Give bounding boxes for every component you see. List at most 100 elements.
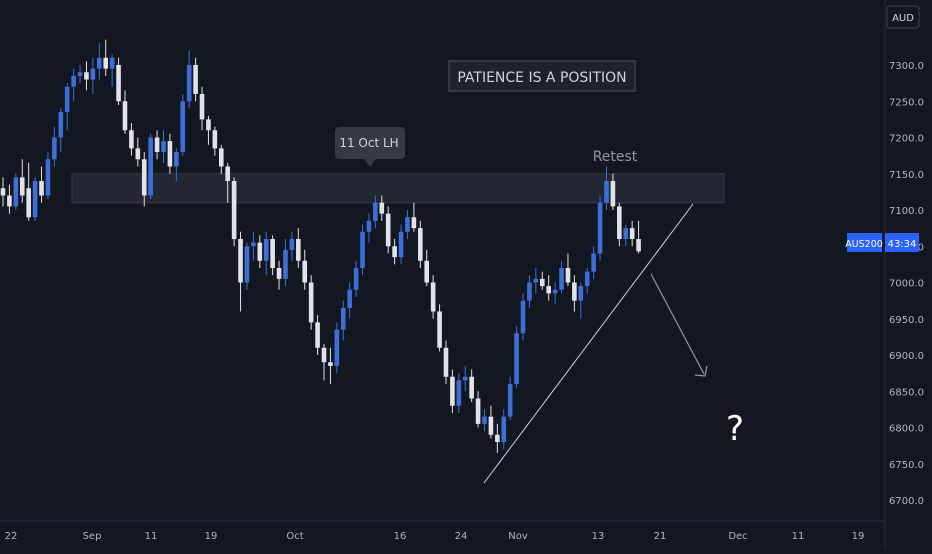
candle bbox=[623, 224, 629, 247]
x-tick-label: 19 bbox=[852, 531, 865, 542]
x-tick-label: 22 bbox=[5, 531, 18, 542]
candle-body bbox=[610, 181, 616, 207]
candle bbox=[167, 133, 173, 174]
candle-body bbox=[482, 416, 487, 424]
currency-button[interactable]: AUD bbox=[886, 5, 920, 29]
y-tick-label: 6700.0 bbox=[889, 496, 924, 507]
y-tick-label: 6800.0 bbox=[889, 424, 924, 435]
candle bbox=[199, 86, 205, 131]
candle bbox=[58, 108, 64, 152]
candle bbox=[507, 376, 513, 421]
projection-arrow-line[interactable] bbox=[650, 273, 705, 375]
candle bbox=[572, 275, 577, 312]
x-tick-label: Oct bbox=[286, 531, 303, 542]
candle-body bbox=[32, 181, 38, 218]
candle bbox=[212, 126, 218, 156]
candle-body bbox=[398, 231, 404, 258]
candle-body bbox=[84, 72, 89, 80]
candle-body bbox=[629, 228, 635, 239]
candle-body bbox=[559, 268, 564, 290]
candle bbox=[52, 126, 57, 167]
candle-body bbox=[527, 282, 532, 301]
candle-body bbox=[71, 75, 76, 87]
candle-body bbox=[174, 152, 179, 167]
candle-body bbox=[636, 239, 641, 252]
candle bbox=[405, 210, 410, 239]
candle bbox=[501, 409, 507, 450]
candle-body bbox=[263, 239, 269, 261]
candle-body bbox=[308, 282, 314, 323]
candle bbox=[238, 231, 243, 312]
candle bbox=[270, 235, 275, 276]
candle bbox=[26, 162, 31, 221]
candle-body bbox=[283, 249, 288, 279]
resistance-zone[interactable] bbox=[71, 173, 725, 204]
candle-body bbox=[135, 148, 141, 160]
candle-body bbox=[462, 376, 468, 381]
patience-box[interactable]: PATIENCE IS A POSITION bbox=[448, 60, 636, 92]
candle-body bbox=[154, 137, 160, 152]
candle-body bbox=[212, 130, 218, 149]
candle-body bbox=[276, 268, 282, 279]
candle-body bbox=[366, 220, 372, 232]
candle bbox=[45, 152, 51, 200]
candle-body bbox=[296, 239, 301, 261]
candle-body bbox=[507, 384, 513, 417]
candle bbox=[328, 347, 333, 384]
x-tick-label: 13 bbox=[592, 531, 605, 542]
x-tick-label: 24 bbox=[455, 531, 468, 542]
candle-body bbox=[206, 119, 211, 131]
candle-body bbox=[199, 94, 205, 120]
symbol-label: AUS200 bbox=[845, 239, 883, 250]
candle bbox=[546, 275, 551, 301]
candle bbox=[398, 224, 404, 265]
candle-body bbox=[437, 311, 442, 348]
price-axis[interactable]: 7300.07250.07200.07150.07100.07050.07000… bbox=[884, 0, 924, 550]
candle-body bbox=[360, 231, 365, 268]
candle bbox=[71, 68, 76, 102]
x-tick-label: 16 bbox=[394, 531, 407, 542]
candle bbox=[13, 173, 19, 210]
candle bbox=[218, 144, 224, 174]
candle bbox=[161, 130, 166, 163]
candle bbox=[385, 206, 391, 254]
candle-body bbox=[97, 57, 102, 69]
candle-body bbox=[161, 141, 166, 152]
candle bbox=[482, 409, 487, 432]
candle-body bbox=[424, 260, 430, 283]
candle bbox=[418, 220, 423, 268]
symbol-price-label[interactable]: AUS200 43:34 bbox=[845, 233, 919, 252]
candle-body bbox=[218, 148, 224, 167]
x-tick-label: 21 bbox=[654, 531, 667, 542]
candle-body bbox=[129, 130, 134, 149]
y-tick-label: 7200.0 bbox=[889, 134, 924, 145]
y-tick-label: 7300.0 bbox=[889, 61, 924, 72]
candle-body bbox=[456, 380, 462, 406]
x-tick-label: Dec bbox=[728, 531, 747, 542]
candle bbox=[527, 275, 532, 308]
candle-body bbox=[302, 260, 308, 283]
x-tick-label: 11 bbox=[792, 531, 805, 542]
lh-callout[interactable]: 11 Oct LH bbox=[335, 127, 405, 167]
candle bbox=[77, 65, 83, 84]
candle-body bbox=[533, 278, 539, 283]
rising-trendline[interactable] bbox=[483, 203, 694, 484]
candle bbox=[148, 133, 153, 200]
candle bbox=[610, 173, 616, 210]
candle-body bbox=[238, 239, 243, 283]
candle-body bbox=[520, 300, 526, 334]
candle bbox=[109, 54, 115, 87]
candle-body bbox=[193, 65, 198, 94]
y-tick-label: 7100.0 bbox=[889, 206, 924, 217]
candle bbox=[129, 123, 134, 156]
candle-body bbox=[186, 65, 192, 102]
candle bbox=[135, 137, 141, 167]
y-tick-label: 7000.0 bbox=[889, 279, 924, 290]
candles-layer bbox=[0, 39, 641, 453]
time-axis[interactable]: 22 Sep 11 19 Oct 16 24 Nov 13 21 Dec 11 19 bbox=[0, 520, 885, 542]
candle bbox=[7, 184, 12, 214]
candle-body bbox=[19, 177, 25, 196]
candle-body bbox=[597, 202, 603, 254]
candle-body bbox=[45, 159, 51, 196]
